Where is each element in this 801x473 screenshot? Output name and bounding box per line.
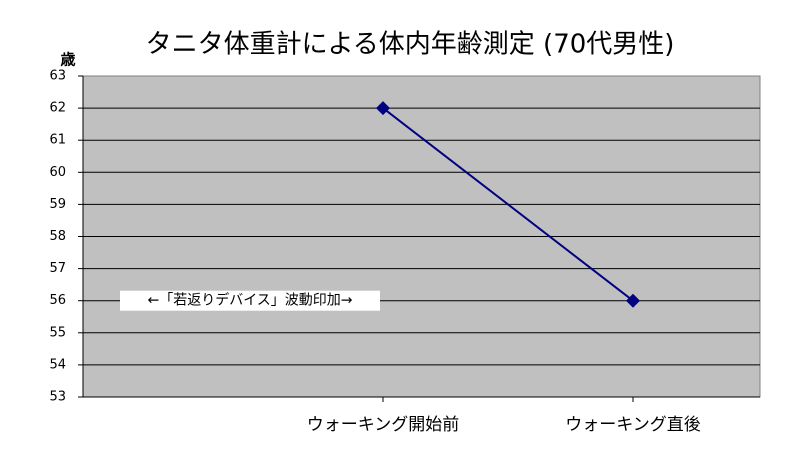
y-tick-label: 61 (49, 133, 66, 148)
x-tick-label: ウォーキング直後 (565, 415, 701, 435)
y-tick-label: 54 (49, 357, 66, 372)
chart-title: タニタ体重計による体内年齢測定 (70代男性) (146, 30, 675, 60)
annotation: ←「若返りデバイス」波動印加→ (147, 292, 352, 309)
y-tick-label: 62 (49, 101, 66, 116)
data-point (626, 293, 640, 308)
y-tick-label: 57 (49, 261, 66, 276)
y-tick-label: 55 (49, 325, 66, 340)
y-axis-label: 歳 (60, 51, 75, 69)
annotation-bg (120, 290, 380, 311)
y-tick-label: 60 (49, 165, 66, 180)
x-tick-label: ウォーキング開始前 (307, 415, 460, 435)
y-tick-label: 56 (49, 293, 66, 308)
data-point (376, 101, 390, 116)
y-tick-label: 59 (49, 197, 66, 212)
data-line (382, 107, 634, 302)
y-tick-label: 53 (49, 390, 66, 405)
y-tick-label: 63 (49, 69, 66, 84)
y-tick-label: 58 (49, 229, 66, 244)
